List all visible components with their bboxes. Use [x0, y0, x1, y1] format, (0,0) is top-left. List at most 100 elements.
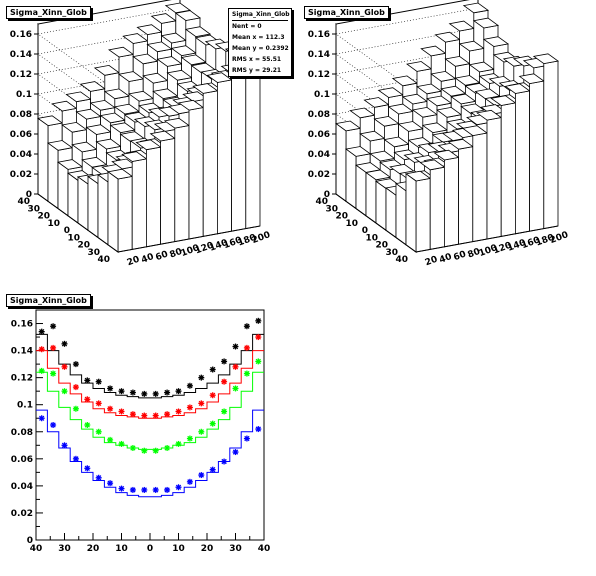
data-point: [255, 358, 262, 365]
lego-bar-top: [373, 115, 400, 127]
lego-bar-top: [450, 93, 477, 105]
lego-bar-top: [359, 130, 386, 142]
lego-bar-top: [447, 138, 474, 150]
grid-line: [335, 47, 479, 133]
stats-mean-x: Mean x = 112.3: [232, 34, 285, 41]
data-point: [61, 442, 68, 449]
lego-bar-side: [405, 173, 417, 253]
lego-bar-side: [365, 171, 377, 224]
lego-bar-front: [117, 175, 133, 253]
data-point: [198, 428, 205, 435]
data-point: [129, 445, 136, 451]
data-point: [186, 404, 193, 411]
marker-stroke: [39, 328, 45, 335]
marker-stroke: [221, 358, 227, 365]
marker-stroke: [96, 429, 102, 435]
data-point: [175, 388, 182, 395]
lego-bar-top: [85, 124, 112, 135]
lego-bar-top: [433, 149, 460, 161]
data-point: [209, 392, 216, 399]
data-point: [221, 408, 228, 415]
y-tick-label: 0.12: [11, 374, 33, 384]
y-axis: [335, 193, 417, 253]
marker-stroke: [232, 343, 239, 350]
marker-stroke: [164, 487, 170, 493]
lego-bar-top: [430, 70, 457, 82]
data-point: [198, 400, 205, 407]
marker-stroke: [50, 370, 56, 377]
marker-stroke: [244, 323, 250, 329]
data-point: [61, 388, 68, 395]
data-point: [118, 440, 125, 447]
lego-bar-top: [95, 138, 122, 150]
data-point: [243, 344, 250, 351]
data-point: [141, 390, 148, 397]
lego-bar-top: [122, 33, 149, 44]
y-tick-label: 0: [27, 536, 33, 546]
y-tick-label: 40: [97, 255, 110, 265]
marker-stroke: [198, 400, 204, 407]
data-point: [221, 378, 228, 385]
hist-line: [36, 350, 264, 419]
lego-bar-front: [472, 132, 488, 243]
lego-bar-front: [174, 125, 190, 243]
y-tick-label: 20: [335, 212, 348, 222]
lego-bar-top: [156, 56, 183, 67]
marker-stroke: [232, 385, 239, 392]
lego-bar-top: [152, 88, 179, 100]
lego-bar-top: [369, 150, 396, 162]
lego-bar-side: [47, 142, 59, 210]
z-tick-label: 0.14: [308, 50, 330, 60]
marker-stroke: [175, 388, 182, 394]
data-point: [107, 436, 114, 443]
data-point: [141, 447, 148, 454]
data-point: [186, 478, 193, 485]
lego-bar-side: [37, 117, 49, 203]
data-point: [118, 408, 125, 415]
marker-stroke: [164, 411, 170, 417]
data-point: [152, 486, 159, 493]
data-point: [164, 486, 171, 493]
y-tick-label: 30: [325, 204, 338, 214]
data-point: [186, 435, 193, 442]
data-point: [50, 323, 57, 330]
lego-bar-top: [178, 99, 205, 111]
marker-stroke: [73, 361, 79, 367]
lego-bar-top: [444, 55, 471, 67]
lego-bar-front: [131, 158, 147, 250]
lego-bar-front: [543, 60, 559, 230]
y-tick-label: 30: [27, 204, 40, 214]
x-tick-label: 20: [201, 544, 214, 554]
lego-bar-top: [504, 83, 531, 94]
stats-entries: Nent = 0: [232, 23, 262, 30]
data-point: [84, 465, 91, 472]
pad-top-left: 0 0.02 0.04 0.06 0.08 0.1 0.12 0.14 0.16 20 40 60 80…: [0, 0, 292, 280]
data-point: [255, 334, 262, 341]
data-point: [129, 486, 136, 493]
lego-bar-top: [142, 72, 169, 84]
marker-stroke: [198, 429, 204, 435]
marker-stroke: [107, 385, 113, 392]
marker-stroke: [141, 412, 147, 419]
lego-bar-top: [192, 83, 219, 94]
marker-stroke: [118, 441, 125, 447]
z-tick-label: 0.1: [16, 90, 32, 100]
z-tick-label: 0.16: [308, 30, 330, 40]
marker-stroke: [187, 479, 193, 485]
marker-stroke: [210, 366, 216, 373]
lego-bar-front: [160, 137, 176, 245]
lego-bar-top: [113, 103, 140, 115]
data-point: [164, 389, 171, 396]
y-tick-label: 10: [67, 233, 80, 243]
z-tick-label: 0.04: [308, 150, 330, 160]
data-point: [118, 388, 125, 395]
marker-stroke: [164, 445, 170, 451]
lego-bar-top: [150, 13, 177, 24]
lego-bar-side: [375, 180, 387, 232]
x-tick-label: 40: [30, 544, 43, 554]
lego-bar-top: [434, 31, 461, 43]
marker-stroke: [153, 487, 159, 493]
lego-bar-top: [468, 61, 495, 73]
lego-bar-top: [108, 46, 135, 58]
lego-bar-top: [89, 99, 116, 111]
